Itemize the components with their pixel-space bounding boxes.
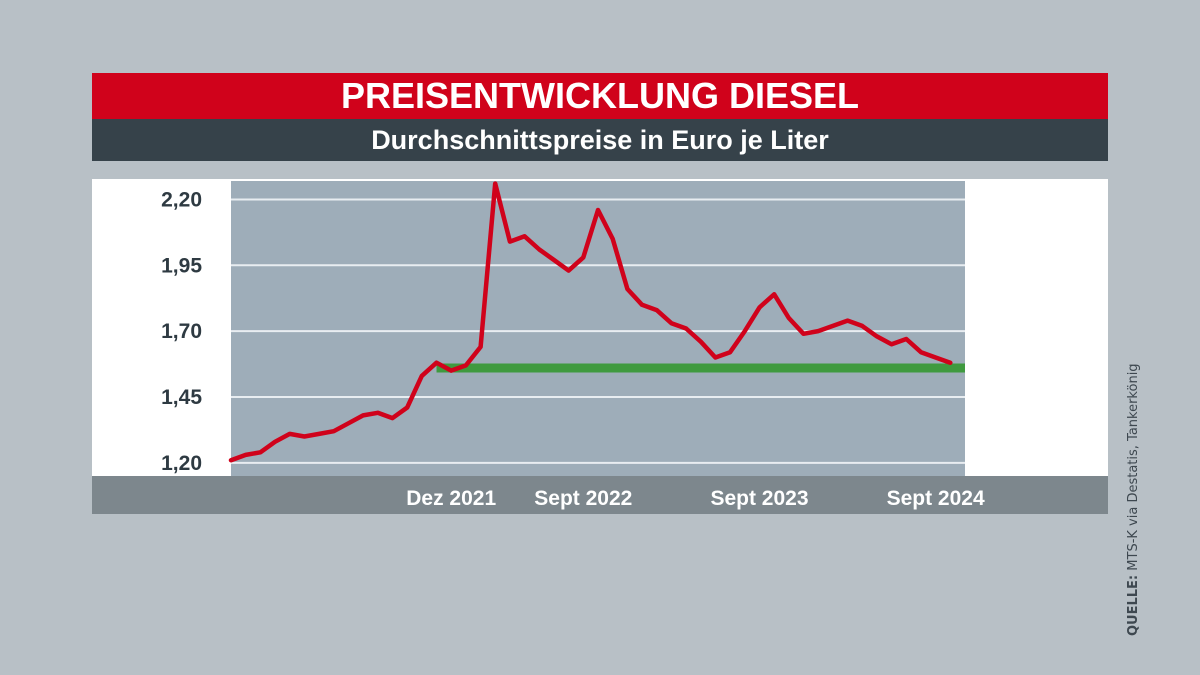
source-label: QUELLE: <box>1126 574 1141 636</box>
y-tick-label: 1,20 <box>161 452 202 475</box>
diesel-price-line <box>228 181 953 463</box>
y-tick-label: 1,70 <box>161 320 202 343</box>
x-tick-label: Dez 2021 <box>406 487 496 510</box>
x-axis-bar <box>92 476 1108 514</box>
source-note: QUELLE: MTS-K via Destatis, Tankerkönig <box>1126 363 1141 636</box>
chart-subtitle: Durchschnittspreise in Euro je Liter <box>92 119 1108 161</box>
y-tick-label: 1,95 <box>161 254 202 277</box>
chart-title: PREISENTWICKLUNG DIESEL <box>92 73 1108 119</box>
y-tick-label: 2,20 <box>161 188 202 211</box>
x-tick-label: Sept 2024 <box>887 487 985 510</box>
source-text: MTS-K via Destatis, Tankerkönig <box>1126 363 1141 571</box>
plot-area <box>231 181 965 476</box>
x-tick-label: Sept 2023 <box>710 487 808 510</box>
x-tick-label: Sept 2022 <box>534 487 632 510</box>
y-tick-label: 1,45 <box>161 386 202 409</box>
